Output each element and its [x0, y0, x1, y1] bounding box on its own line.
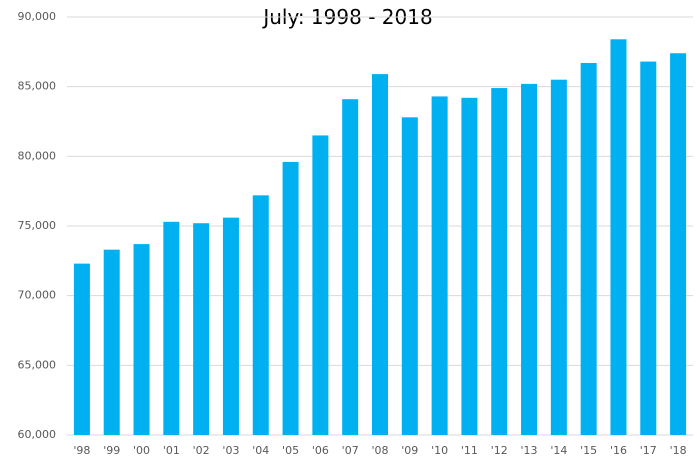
bar [491, 88, 508, 435]
y-tick-label: 80,000 [18, 149, 57, 162]
x-tick-label: '01 [163, 444, 180, 456]
x-tick-label: '13 [521, 444, 538, 456]
bar [550, 79, 567, 435]
x-tick-label: '99 [103, 444, 120, 456]
x-tick-label: '16 [610, 444, 627, 456]
x-tick-label: '98 [73, 444, 90, 456]
bar [670, 53, 687, 436]
bar [252, 195, 269, 435]
bar [103, 249, 120, 435]
bar [640, 61, 657, 435]
bar [521, 83, 538, 435]
x-tick-label: '10 [431, 444, 448, 456]
bar [372, 74, 388, 436]
x-tick-label: '02 [193, 444, 210, 456]
y-tick-label: 65,000 [18, 358, 57, 371]
bar [342, 99, 359, 435]
bar [610, 39, 627, 435]
bar [282, 161, 299, 435]
x-tick-label: '07 [342, 444, 359, 456]
x-tick-label: '17 [640, 444, 657, 456]
x-tick-label: '08 [371, 444, 388, 456]
bar [431, 96, 448, 436]
y-tick-label: 75,000 [18, 219, 57, 232]
bar [133, 244, 150, 435]
bar [312, 135, 329, 435]
x-tick-label: '00 [133, 444, 150, 456]
x-tick-label: '03 [222, 444, 239, 456]
x-tick-label: '09 [401, 444, 418, 456]
y-tick-label: 70,000 [18, 289, 57, 302]
x-tick-label: '18 [670, 444, 687, 456]
x-tick-label: '05 [282, 444, 299, 456]
x-tick-label: '12 [491, 444, 508, 456]
bar [163, 221, 180, 435]
bar [222, 217, 239, 435]
x-tick-label: '04 [252, 444, 269, 456]
y-tick-label: 90,000 [18, 10, 57, 23]
x-tick-label: '14 [550, 444, 567, 456]
x-tick-label: '06 [312, 444, 329, 456]
bar [461, 97, 478, 436]
x-tick-label: '15 [580, 444, 597, 456]
bar [73, 263, 90, 435]
bar [401, 117, 418, 435]
x-tick-label: '11 [461, 444, 478, 456]
bar [580, 62, 597, 435]
bar [193, 223, 210, 435]
y-tick-label: 85,000 [18, 80, 57, 93]
y-tick-label: 60,000 [18, 428, 57, 441]
